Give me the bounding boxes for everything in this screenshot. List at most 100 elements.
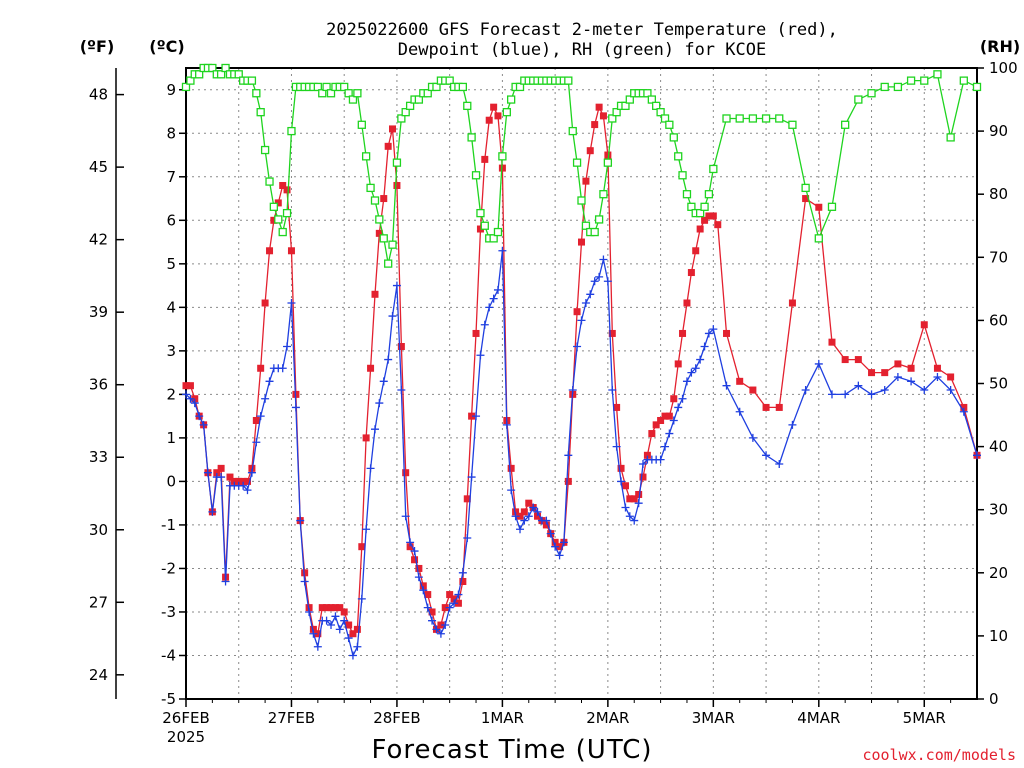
temperature-point xyxy=(252,416,260,424)
dewpoint-series xyxy=(182,246,981,660)
dewpoint-point xyxy=(428,616,437,625)
x-tick-label: 2MAR xyxy=(586,709,629,727)
credit-text: coolwx.com/models xyxy=(862,746,1016,764)
temperature-point xyxy=(349,630,357,638)
rh-point xyxy=(322,82,331,92)
temperature-point xyxy=(362,434,370,442)
dewpoint-point xyxy=(467,473,476,482)
dewpoint-point xyxy=(722,381,731,390)
dewpoint-point xyxy=(480,320,489,329)
dewpoint-point xyxy=(366,464,375,473)
dewpoint-point xyxy=(472,412,481,421)
rh-point xyxy=(195,70,204,79)
temperature-point xyxy=(437,621,445,629)
temperature-point xyxy=(705,212,713,220)
dewpoint-point xyxy=(595,272,604,281)
rh-point xyxy=(564,76,573,85)
rh-tick-label: 90 xyxy=(989,122,1008,140)
dewpoint-point xyxy=(362,525,371,534)
rh-point xyxy=(353,89,362,98)
fahrenheit-unit-label: (ºF) xyxy=(80,37,115,56)
temperature-point xyxy=(551,538,559,546)
temperature-point xyxy=(617,464,625,472)
temperature-line xyxy=(186,105,978,636)
rh-unit-label: (RH) xyxy=(980,37,1020,56)
temperature-point xyxy=(266,247,274,255)
temperature-point xyxy=(933,364,941,372)
temperature-point xyxy=(542,521,550,529)
dewpoint-point xyxy=(414,573,423,582)
temperature-point xyxy=(639,473,647,481)
temperature-point xyxy=(701,216,709,224)
rh-tick-label: 0 xyxy=(989,690,999,708)
temperature-point xyxy=(498,164,506,172)
rh-point xyxy=(348,95,358,104)
celsius-tick-label: 8 xyxy=(166,124,176,142)
dewpoint-point xyxy=(669,416,678,425)
dewpoint-point xyxy=(704,329,713,338)
temperature-point xyxy=(419,582,427,590)
rh-point xyxy=(216,70,226,79)
rh-point xyxy=(709,164,718,174)
celsius-tick-label: -5 xyxy=(161,690,176,708)
temperature-point xyxy=(608,329,616,337)
temperature-point xyxy=(582,177,590,185)
dewpoint-point xyxy=(617,477,626,486)
rh-point xyxy=(414,95,424,104)
rh-point xyxy=(480,221,489,230)
dewpoint-point xyxy=(762,451,771,460)
fahrenheit-tick-label: 39 xyxy=(89,303,108,321)
temperature-point xyxy=(402,469,410,477)
dewpoint-point xyxy=(568,386,577,395)
dewpoint-point xyxy=(305,607,314,616)
dewpoint-point xyxy=(630,516,639,525)
temperature-point xyxy=(424,591,432,599)
rh-point xyxy=(801,183,810,193)
dewpoint-point xyxy=(261,394,270,403)
rh-point xyxy=(498,152,507,161)
data-series xyxy=(181,63,982,660)
rh-point xyxy=(656,108,665,117)
rh-point xyxy=(493,227,503,237)
rh-point xyxy=(933,70,942,79)
fahrenheit-tick-label: 36 xyxy=(89,376,108,394)
celsius-tick-label: -1 xyxy=(161,516,176,534)
rh-point xyxy=(669,133,678,142)
temperature-point xyxy=(494,112,502,120)
temperature-point xyxy=(327,604,335,612)
rh-point xyxy=(392,158,402,167)
dewpoint-point xyxy=(243,486,252,495)
temperature-point xyxy=(621,482,629,490)
temperature-point xyxy=(235,477,243,485)
dewpoint-point xyxy=(656,455,665,464)
rh-point xyxy=(502,108,511,117)
dewpoint-point xyxy=(217,473,226,482)
temperature-point xyxy=(564,477,572,485)
temperature-point xyxy=(384,142,392,150)
rh-point xyxy=(590,227,599,237)
rh-point xyxy=(621,101,630,111)
dewpoint-point xyxy=(309,629,318,638)
dewpoint-point xyxy=(581,298,590,307)
dewpoint-point xyxy=(920,386,929,395)
temperature-point xyxy=(358,543,366,551)
dewpoint-point xyxy=(608,386,617,395)
rh-point xyxy=(318,89,327,98)
rh-point xyxy=(660,114,670,123)
celsius-tick-label: 4 xyxy=(166,298,176,316)
rh-point xyxy=(384,259,393,268)
rh-point xyxy=(625,95,634,104)
dewpoint-point xyxy=(586,290,595,299)
rh-point xyxy=(748,114,758,123)
fahrenheit-tick-label: 27 xyxy=(89,593,108,611)
x-tick-label: 4MAR xyxy=(797,709,840,727)
chart-title-line-2: Dewpoint (blue), RH (green) for KCOE xyxy=(398,40,766,60)
dewpoint-point xyxy=(203,468,212,477)
dewpoint-point xyxy=(529,503,538,512)
rh-point xyxy=(612,108,621,117)
dewpoint-point xyxy=(283,342,292,351)
dewpoint-point xyxy=(313,642,322,651)
rh-point xyxy=(476,208,485,218)
rh-point xyxy=(959,76,968,85)
